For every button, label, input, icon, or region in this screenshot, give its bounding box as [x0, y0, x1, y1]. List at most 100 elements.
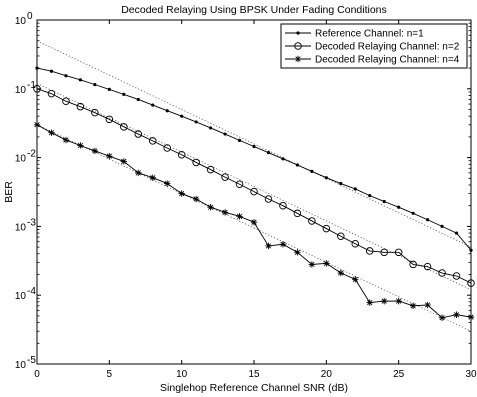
data-point [192, 158, 200, 167]
data-point [49, 69, 54, 73]
data-point [440, 224, 444, 228]
data-point [294, 42, 302, 50]
y-tick-label: 10 -5 [15, 355, 36, 371]
data-point [409, 260, 417, 269]
data-point [411, 211, 415, 215]
data-point [324, 176, 328, 180]
data-point [177, 151, 186, 159]
y-tick-exponent: -3 [27, 217, 36, 228]
data-point [308, 217, 316, 225]
data-point [252, 144, 256, 149]
data-point [351, 239, 360, 248]
data-point [136, 97, 140, 102]
data-point [294, 55, 302, 63]
data-point [265, 242, 272, 250]
chart-title: Decoded Relaying Using BPSK Under Fading… [121, 4, 387, 16]
y-tick-base: 10 [15, 222, 27, 233]
y-tick-exponent: -5 [27, 355, 36, 366]
x-tick-label: 25 [393, 369, 405, 380]
data-point [380, 248, 388, 257]
x-tick-label: 20 [321, 369, 333, 380]
data-point [452, 272, 461, 280]
legend-label: Decoded Relaying Channel: n=4 [315, 55, 460, 66]
y-tick-base: 10 [15, 291, 27, 302]
data-point [134, 130, 143, 138]
data-point [91, 108, 99, 117]
data-point [106, 152, 113, 160]
data-point [394, 248, 403, 257]
series [33, 85, 475, 287]
data-point [467, 313, 475, 321]
y-tick-label: 10 0 [15, 11, 33, 27]
y-tick-label: 10 -2 [15, 149, 36, 165]
y-tick-exponent: -2 [27, 149, 36, 160]
y-tick-label: 10 -1 [15, 80, 36, 96]
data-point [409, 302, 417, 310]
data-point [469, 248, 473, 252]
data-point [438, 314, 446, 321]
data-point [279, 241, 287, 248]
data-point [235, 180, 244, 188]
data-point [33, 121, 41, 128]
data-point [308, 261, 316, 268]
y-tick-base: 10 [15, 154, 27, 165]
series [35, 66, 473, 252]
data-point [62, 136, 70, 144]
data-point [438, 269, 446, 277]
data-point [165, 109, 169, 113]
x-tick-label: 15 [248, 369, 260, 380]
data-point [180, 114, 184, 118]
data-point [236, 213, 243, 220]
data-point [151, 103, 155, 107]
y-tick-label: 10 -4 [15, 286, 36, 302]
data-point [395, 297, 402, 305]
legend: Reference Channel: n=1 Decoded Relaying C… [280, 23, 468, 69]
data-point [323, 260, 330, 267]
y-tick-base: 10 [15, 85, 27, 96]
data-point [107, 87, 111, 92]
data-point [266, 151, 271, 155]
data-point [339, 181, 343, 186]
data-point [264, 195, 273, 203]
data-point [77, 142, 84, 149]
data-point [91, 147, 99, 155]
data-point [207, 204, 214, 211]
x-tick-label: 30 [465, 369, 477, 380]
data-point [281, 157, 285, 161]
data-point [78, 78, 82, 82]
data-point [322, 224, 331, 233]
data-point [120, 158, 127, 165]
x-tick-label: 0 [34, 369, 40, 380]
data-point [294, 249, 301, 256]
data-point [163, 144, 171, 152]
data-point [453, 311, 460, 318]
data-point [149, 174, 156, 181]
series [33, 121, 475, 321]
data-point [426, 218, 430, 222]
data-point [382, 199, 386, 204]
legend-item: Decoded Relaying Channel: n=4 [285, 55, 460, 66]
data-point [93, 83, 97, 87]
x-axis-label: Singlehop Reference Channel SNR (dB) [160, 382, 348, 394]
data-point [353, 187, 357, 191]
data-point [250, 187, 258, 196]
data-series [33, 66, 475, 321]
legend-item: Decoded Relaying Channel: n=2 [285, 42, 460, 53]
reference-line [36, 40, 472, 248]
y-tick-exponent: -4 [27, 286, 36, 297]
data-point [148, 137, 157, 145]
y-tick-exponent: 0 [27, 11, 33, 22]
series-line [36, 88, 472, 284]
legend-item: Reference Channel: n=1 [285, 29, 424, 40]
data-point [178, 190, 185, 197]
data-point [368, 194, 372, 198]
data-point [33, 85, 41, 93]
data-point [209, 126, 213, 130]
data-point [352, 276, 359, 283]
y-tick-base: 10 [15, 360, 27, 371]
data-point [47, 89, 56, 98]
data-point [194, 120, 198, 124]
